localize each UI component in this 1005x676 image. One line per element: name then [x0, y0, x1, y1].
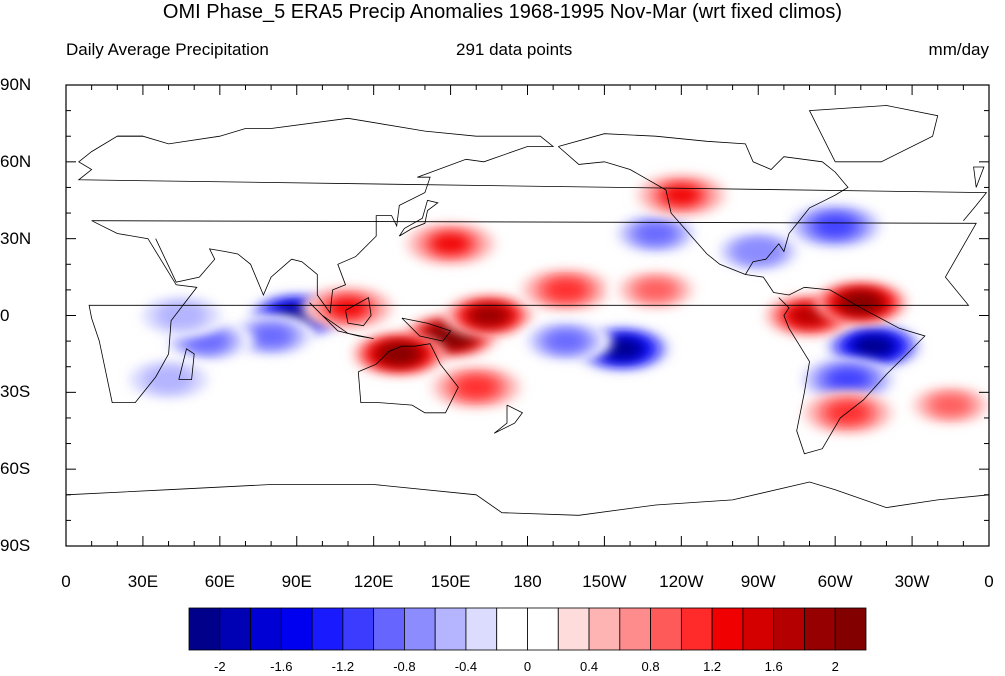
colorbar-box	[527, 607, 559, 651]
lat-label: 30N	[0, 228, 32, 248]
lat-label: 30S	[0, 382, 31, 402]
center-subtitle: 291 data points	[456, 40, 573, 59]
colorbar-box	[404, 607, 436, 651]
coastline-0	[88, 220, 977, 404]
colorbar-box	[619, 607, 651, 651]
colorbar-label: 0	[523, 659, 532, 674]
units-label: mm/day	[928, 40, 989, 59]
lat-label: 60S	[0, 459, 31, 479]
colorbar-box	[188, 607, 221, 651]
axis-ticks	[65, 84, 990, 547]
colorbar-box	[496, 607, 528, 651]
colorbar-label: 1.2	[703, 659, 722, 674]
anomaly-blob-15	[636, 224, 675, 243]
anomaly-blob-21	[842, 293, 880, 312]
anomaly-blob-24	[931, 396, 970, 414]
colorbar-box	[804, 607, 836, 651]
lon-label: 120E	[353, 572, 394, 591]
lon-label: 30E	[127, 572, 159, 591]
colorbar-box	[588, 607, 621, 651]
lat-label: 90S	[0, 536, 31, 555]
coastline-8	[493, 404, 524, 434]
colorbar-box	[342, 607, 375, 651]
colorbar-box	[773, 607, 805, 651]
anomaly-blob-10	[457, 378, 496, 397]
colorbar-label: -0.4	[454, 659, 478, 674]
lon-label: 60E	[204, 572, 235, 591]
lon-label: 90E	[281, 572, 312, 591]
colorbar	[188, 607, 867, 651]
anomaly-blob-9	[431, 234, 470, 253]
anomaly-blob-7	[470, 306, 508, 325]
left-subtitle: Daily Average Precipitation	[66, 40, 269, 59]
lon-label: 180	[513, 572, 542, 591]
colorbar-label: -0.8	[393, 659, 416, 674]
coastline-7	[401, 317, 452, 342]
lon-label: 0	[984, 572, 994, 591]
colorbar-box	[742, 607, 775, 651]
coastline-3	[357, 343, 459, 414]
coastline-6	[345, 296, 372, 327]
colorbar-box	[434, 607, 467, 651]
colorbar-label: 0.4	[579, 659, 599, 674]
colorbar-box	[311, 607, 344, 651]
colorbar-label: -1.2	[331, 659, 355, 674]
anomaly-blob-22	[829, 404, 867, 422]
precip-anomaly-field	[122, 175, 989, 433]
coastline-2	[178, 348, 195, 380]
lat-label: 60N	[0, 151, 32, 171]
coastline-13	[77, 135, 988, 221]
colorbar-box	[834, 607, 867, 651]
colorbar-box	[373, 607, 405, 651]
anomaly-blob-4	[149, 370, 188, 389]
coastlines	[66, 105, 989, 516]
colorbar-label: -2	[213, 659, 226, 674]
anomaly-blob-19	[829, 370, 867, 389]
anomaly-blob-2	[188, 332, 226, 350]
coastline-11	[808, 105, 939, 163]
colorbar-box	[711, 607, 744, 651]
lon-label: 90W	[740, 572, 776, 591]
anomaly-blob-20	[790, 306, 829, 325]
coastline-10	[745, 274, 926, 455]
lat-label: 0	[0, 305, 10, 325]
lat-label: 90N	[0, 75, 32, 94]
anomaly-blob-12	[636, 281, 675, 299]
colorbar-box	[465, 607, 498, 651]
anomaly-blob-6	[380, 345, 419, 363]
colorbar-label: -1.6	[270, 659, 293, 674]
anomaly-blob-18	[854, 337, 893, 356]
anomaly-blob-17	[816, 217, 854, 235]
colorbar-label: 1.6	[764, 659, 783, 674]
colorbar-box	[557, 607, 590, 651]
anomaly-blob-1	[252, 327, 290, 345]
anomaly-blob-16	[739, 242, 778, 261]
coastline-1	[117, 117, 555, 314]
anomaly-blob-23	[662, 186, 701, 204]
lon-label: 0	[61, 572, 71, 591]
colorbar-box	[650, 607, 682, 651]
anomaly-blob-3	[162, 306, 201, 325]
lon-label: 150W	[582, 572, 627, 591]
coastline-14	[973, 166, 985, 188]
anomaly-blob-14	[547, 332, 585, 350]
colorbar-box	[250, 607, 282, 651]
colorbar-box	[219, 607, 251, 651]
coastline-12	[66, 481, 989, 516]
coastline-9	[558, 133, 849, 275]
lon-label: 60W	[817, 572, 853, 591]
colorbar-box	[280, 607, 313, 651]
coastline-5	[309, 302, 374, 339]
lon-label: 120W	[659, 572, 704, 591]
anomaly-blob-11	[547, 281, 585, 299]
lon-label: 30W	[894, 572, 930, 591]
colorbar-label: 0.8	[641, 659, 660, 674]
anomaly-blob-13	[603, 339, 642, 358]
coastline-4	[398, 199, 439, 237]
colorbar-box	[680, 607, 713, 651]
chart-title: OMI Phase_5 ERA5 Precip Anomalies 1968-1…	[162, 1, 843, 23]
lon-label: 150E	[430, 572, 471, 591]
colorbar-label: 2	[831, 659, 839, 674]
